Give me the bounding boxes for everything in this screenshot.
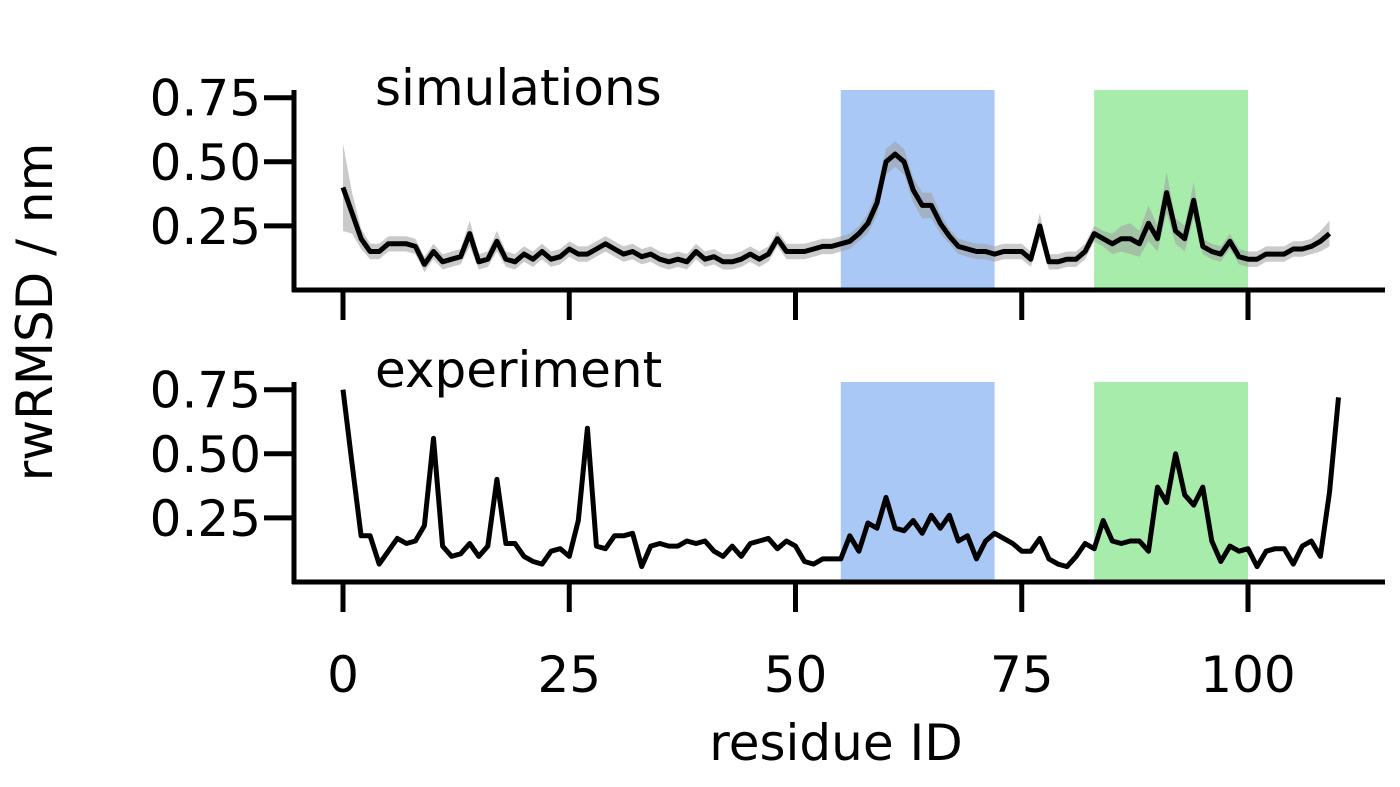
- y-tick-label: 0.25: [150, 198, 261, 256]
- panel-simulations: 0.25 0.50 0.75 simulations: [150, 59, 1385, 320]
- highlight-region-2: [1094, 90, 1248, 290]
- y-tick-label: 0.75: [150, 362, 261, 420]
- y-axis-label: rwRMSD / nm: [6, 143, 64, 482]
- x-axis-label: residue ID: [709, 714, 963, 772]
- highlight-region-1: [840, 382, 995, 582]
- x-tick-label: 100: [1200, 646, 1295, 704]
- series-line: [340, 151, 1332, 267]
- x-tick-label: 75: [990, 646, 1054, 704]
- panel-title: simulations: [375, 59, 662, 117]
- x-axis-ticks: 0 25 50 75 100: [327, 646, 1296, 704]
- panel-title: experiment: [375, 341, 662, 399]
- y-tick-label: 0.50: [150, 426, 261, 484]
- x-tick-label: 50: [764, 646, 828, 704]
- y-tick-label: 0.25: [150, 490, 261, 548]
- series-line: [340, 389, 1341, 570]
- y-tick-label: 0.75: [150, 70, 261, 128]
- x-tick-label: 25: [537, 646, 601, 704]
- y-tick-label: 0.50: [150, 134, 261, 192]
- panel-experiment: 0.25 0.50 0.75 experiment: [150, 341, 1385, 612]
- x-tick-label: 0: [327, 646, 359, 704]
